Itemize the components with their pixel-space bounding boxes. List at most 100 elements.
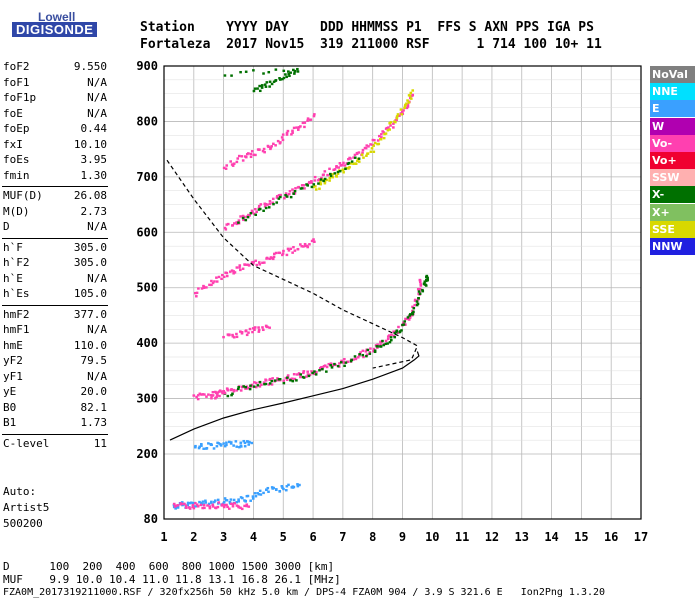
echo-point bbox=[227, 440, 231, 444]
echo-point bbox=[222, 166, 226, 170]
echo-point bbox=[296, 128, 300, 131]
echo-point bbox=[268, 382, 272, 385]
echo-point bbox=[287, 72, 291, 76]
echo-point bbox=[257, 261, 261, 264]
echo-point bbox=[263, 83, 267, 86]
echo-point bbox=[409, 91, 413, 95]
y-tick-label: 500 bbox=[136, 281, 158, 295]
echo-point bbox=[306, 245, 310, 249]
echo-point bbox=[333, 362, 336, 366]
echo-point bbox=[200, 501, 203, 505]
echo-point bbox=[328, 167, 331, 171]
param-row-fof2: foF2 9.550 bbox=[3, 60, 107, 75]
echo-point bbox=[194, 444, 197, 448]
param-value: N/A bbox=[87, 75, 107, 89]
echo-point bbox=[310, 239, 314, 243]
echo-point bbox=[403, 320, 407, 323]
echo-point bbox=[281, 133, 285, 136]
echo-point bbox=[306, 119, 309, 122]
echo-point bbox=[218, 394, 221, 398]
echo-point bbox=[337, 166, 340, 169]
echo-point bbox=[344, 167, 347, 171]
echo-point bbox=[235, 504, 239, 507]
echo-point bbox=[186, 503, 190, 507]
echo-point bbox=[411, 93, 415, 97]
param-value: 0.44 bbox=[80, 122, 108, 135]
echo-point bbox=[312, 183, 316, 186]
echo-point bbox=[249, 384, 252, 387]
echo-point bbox=[194, 502, 197, 505]
param-label: fxI bbox=[3, 137, 23, 151]
legend-item-noval: NoVal bbox=[650, 66, 695, 83]
echo-point bbox=[380, 136, 383, 139]
echo-point bbox=[197, 394, 200, 397]
echo-point bbox=[243, 215, 246, 219]
echo-point bbox=[261, 149, 265, 153]
echo-point bbox=[362, 156, 365, 159]
echo-point bbox=[393, 335, 397, 339]
echo-point bbox=[411, 305, 414, 309]
echo-point bbox=[388, 341, 392, 344]
echo-point bbox=[257, 204, 261, 208]
param-value: 20.0 bbox=[80, 385, 108, 398]
echo-point bbox=[237, 498, 240, 501]
echo-point bbox=[257, 330, 261, 333]
echo-point bbox=[285, 485, 289, 488]
echo-point bbox=[329, 174, 333, 178]
echo-point bbox=[339, 361, 343, 364]
echo-point bbox=[402, 109, 405, 112]
echo-point bbox=[233, 502, 237, 505]
echo-point bbox=[424, 279, 428, 283]
echo-point bbox=[387, 334, 391, 337]
echo-point bbox=[248, 387, 252, 391]
echo-point bbox=[418, 279, 422, 282]
trace-high-echoes bbox=[223, 67, 300, 93]
echo-point bbox=[244, 387, 247, 390]
echo-point bbox=[269, 147, 272, 151]
echo-point bbox=[348, 166, 351, 169]
echo-point bbox=[246, 440, 250, 443]
echo-point bbox=[320, 176, 323, 180]
echo-point bbox=[258, 385, 262, 388]
echo-point bbox=[371, 138, 375, 142]
echo-point bbox=[198, 445, 201, 448]
param-row-foep: foEp 0.44 bbox=[3, 122, 107, 137]
echo-point bbox=[282, 487, 285, 491]
echo-point bbox=[243, 263, 247, 266]
echo-point bbox=[184, 506, 188, 509]
echo-point bbox=[291, 129, 294, 133]
param-value: 26.08 bbox=[73, 189, 107, 202]
echo-point bbox=[350, 358, 354, 362]
echo-point bbox=[395, 115, 399, 118]
echo-point bbox=[341, 168, 345, 171]
echo-point bbox=[295, 373, 299, 376]
echo-point bbox=[299, 375, 302, 379]
echo-point bbox=[217, 275, 221, 279]
x-tick-label: 2 bbox=[190, 530, 197, 544]
echo-point bbox=[198, 392, 202, 395]
echo-point bbox=[215, 445, 219, 448]
echo-point bbox=[231, 333, 234, 337]
echo-point bbox=[353, 355, 357, 358]
echo-point bbox=[181, 503, 184, 507]
echo-point bbox=[174, 507, 177, 510]
echo-point bbox=[243, 504, 246, 508]
echo-point bbox=[216, 505, 220, 509]
echo-point bbox=[202, 286, 206, 289]
echo-point bbox=[355, 152, 359, 156]
echo-point bbox=[361, 148, 365, 152]
ionogram-chart: 1 2 3 4 5 6 7 8 9 10 11 12 13 14 15 16 17802003004005006… bbox=[136, 59, 648, 544]
echo-point bbox=[238, 264, 242, 267]
param-row-he: h`E N/A bbox=[3, 272, 107, 287]
echo-point bbox=[305, 375, 308, 378]
param-label: h`E bbox=[3, 271, 23, 285]
echo-point bbox=[314, 185, 317, 188]
echo-point bbox=[244, 70, 248, 73]
echo-point bbox=[293, 72, 296, 75]
echo-point bbox=[275, 195, 279, 198]
echo-point bbox=[216, 393, 219, 397]
echo-point bbox=[231, 392, 234, 395]
echo-point bbox=[237, 385, 241, 389]
echo-point bbox=[267, 145, 270, 149]
echo-point bbox=[284, 193, 287, 197]
